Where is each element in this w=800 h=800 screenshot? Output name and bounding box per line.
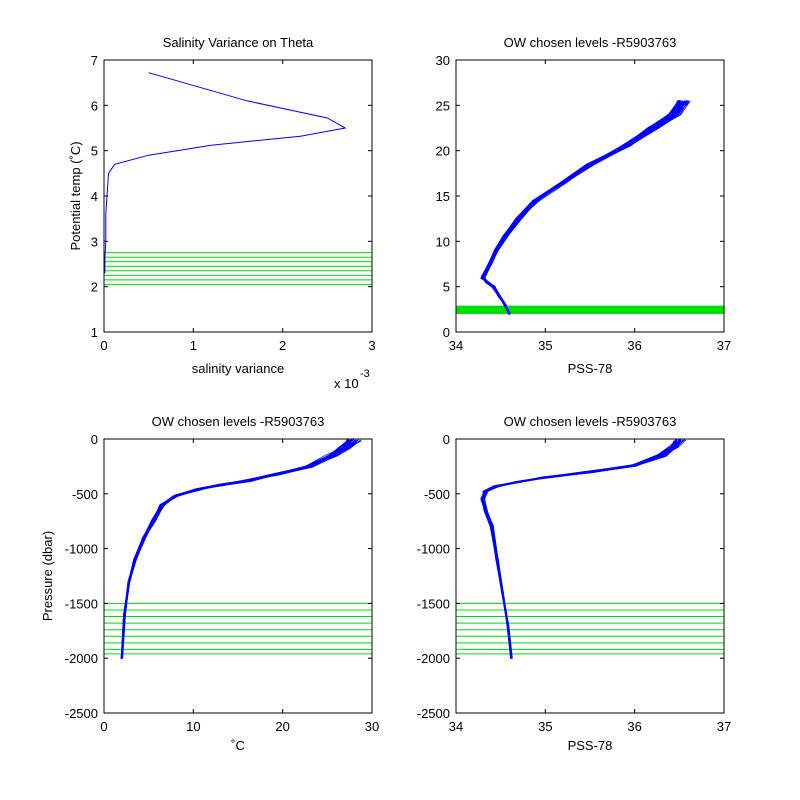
x-tick-label: 34 [449,338,463,353]
x-tick-label: 37 [717,719,731,734]
y-tick-label: -2500 [417,706,450,721]
x-tick-label: 0 [100,338,107,353]
x-tick-label: 3 [368,338,375,353]
chosen-levels [456,602,724,655]
axes-box [103,438,373,714]
subplot-title: OW chosen levels -R5903763 [152,414,325,429]
y-tick-label: -2000 [65,651,98,666]
y-tick-label: -2000 [417,651,450,666]
y-tick-label: -500 [72,487,98,502]
y-tick-label: -1500 [65,596,98,611]
x-exponent-base: x 10 [334,376,359,391]
y-axis-label: Potential temp (˚C) [68,141,83,250]
profile-bundle [120,439,362,660]
profile-bundle [480,99,691,315]
y-tick-label: -500 [424,487,450,502]
x-tick-label: 0 [100,719,107,734]
x-tick-label: 35 [538,719,552,734]
y-tick-label: 3 [91,234,98,249]
variance-curve [104,72,347,274]
profile-line [121,439,356,660]
plot-area [456,439,724,660]
y-tick-label: 7 [91,53,98,68]
y-tick-label: 25 [436,98,450,113]
y-axis-label: Pressure (dbar) [40,531,55,621]
subplot-title: OW chosen levels -R5903763 [504,414,677,429]
profile-line [483,100,687,315]
x-tick-label: 2 [279,338,286,353]
subplot-4: 34 35 36 37 -2500 -2000 -1500 -1000 -500 0 OW chos… [417,414,731,753]
profile-bundle [480,439,687,660]
profile-line [480,440,675,658]
subplot-2: 34 35 36 37 0 5 10 15 20 25 30 OW chosen levels -R5… [436,35,732,376]
y-tick-label: 15 [436,189,450,204]
y-tick-label: 5 [443,280,450,295]
x-exponent-power: -3 [360,368,370,380]
y-tick-label: -2500 [65,706,98,721]
plot-area [456,99,724,315]
y-tick-label: 2 [91,280,98,295]
x-tick-label: 37 [717,338,731,353]
y-tick-label: -1500 [417,596,450,611]
y-tick-label: 20 [436,144,450,159]
x-tick-label: 34 [449,719,463,734]
x-tick-label: 36 [627,719,641,734]
y-tick-label: -1000 [417,542,450,557]
x-tick-label: 30 [365,719,379,734]
y-tick-label: 10 [436,234,450,249]
chosen-levels [104,252,372,285]
subplot-3: 0 10 20 30 -2500 -2000 -1500 -1000 -500 0 OW chose… [40,414,379,753]
y-tick-label: 4 [91,189,98,204]
x-axis-label: PSS-78 [568,738,613,753]
subplot-title: OW chosen levels -R5903763 [504,35,677,50]
x-tick-label: 35 [538,338,552,353]
y-tick-label: 30 [436,53,450,68]
y-tick-label: 1 [91,325,98,340]
plot-area [104,439,372,660]
x-axis-label: ˚C [231,738,245,753]
x-tick-label: 20 [275,719,289,734]
profile-line [482,100,686,315]
chosen-levels [456,305,724,314]
y-tick-label: 0 [91,432,98,447]
y-tick-label: 5 [91,144,98,159]
x-tick-label: 36 [627,338,641,353]
x-tick-label: 1 [190,338,197,353]
axes-box [455,438,725,714]
plot-area [104,72,372,285]
x-axis-label: PSS-78 [568,361,613,376]
chosen-levels [104,602,372,655]
y-tick-label: 0 [443,432,450,447]
x-axis-label: salinity variance [192,361,285,376]
y-tick-label: 6 [91,98,98,113]
x-tick-label: 10 [186,719,200,734]
subplot-title: Salinity Variance on Theta [163,35,314,50]
y-tick-label: -1000 [65,542,98,557]
y-tick-label: 0 [443,325,450,340]
